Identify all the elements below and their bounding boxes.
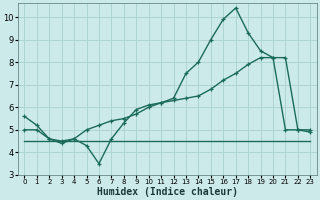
X-axis label: Humidex (Indice chaleur): Humidex (Indice chaleur) — [97, 186, 238, 197]
